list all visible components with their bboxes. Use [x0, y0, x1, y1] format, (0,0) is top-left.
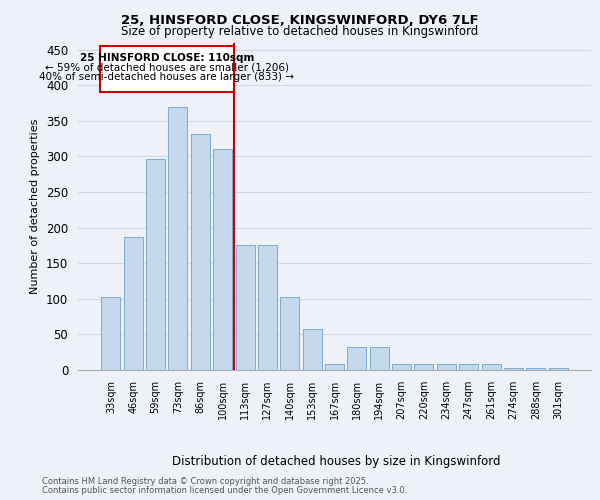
Bar — [459, 364, 478, 370]
Bar — [526, 368, 545, 370]
Bar — [302, 330, 322, 370]
Bar — [169, 106, 187, 370]
Text: 25, HINSFORD CLOSE, KINGSWINFORD, DY6 7LF: 25, HINSFORD CLOSE, KINGSWINFORD, DY6 7L… — [121, 14, 479, 27]
Text: 25 HINSFORD CLOSE: 110sqm: 25 HINSFORD CLOSE: 110sqm — [80, 53, 254, 63]
Bar — [236, 244, 254, 370]
Bar — [504, 368, 523, 370]
Text: Distribution of detached houses by size in Kingswinford: Distribution of detached houses by size … — [172, 454, 500, 468]
Bar — [191, 134, 210, 370]
Text: 40% of semi-detached houses are larger (833) →: 40% of semi-detached houses are larger (… — [40, 72, 295, 82]
Bar — [101, 296, 121, 370]
Bar — [370, 346, 389, 370]
Text: Size of property relative to detached houses in Kingswinford: Size of property relative to detached ho… — [121, 25, 479, 38]
Bar — [146, 158, 165, 370]
Bar — [280, 298, 299, 370]
Y-axis label: Number of detached properties: Number of detached properties — [31, 118, 40, 294]
Bar — [415, 364, 433, 370]
Text: Contains public sector information licensed under the Open Government Licence v3: Contains public sector information licen… — [42, 486, 407, 495]
Bar — [548, 368, 568, 370]
Bar — [124, 237, 143, 370]
Bar — [213, 148, 232, 370]
Bar — [258, 244, 277, 370]
Bar — [482, 364, 500, 370]
Bar — [437, 364, 456, 370]
Bar — [325, 364, 344, 370]
Text: Contains HM Land Registry data © Crown copyright and database right 2025.: Contains HM Land Registry data © Crown c… — [42, 477, 368, 486]
Bar — [347, 346, 367, 370]
Bar — [392, 364, 411, 370]
Text: ← 59% of detached houses are smaller (1,206): ← 59% of detached houses are smaller (1,… — [45, 62, 289, 72]
FancyBboxPatch shape — [100, 46, 234, 92]
